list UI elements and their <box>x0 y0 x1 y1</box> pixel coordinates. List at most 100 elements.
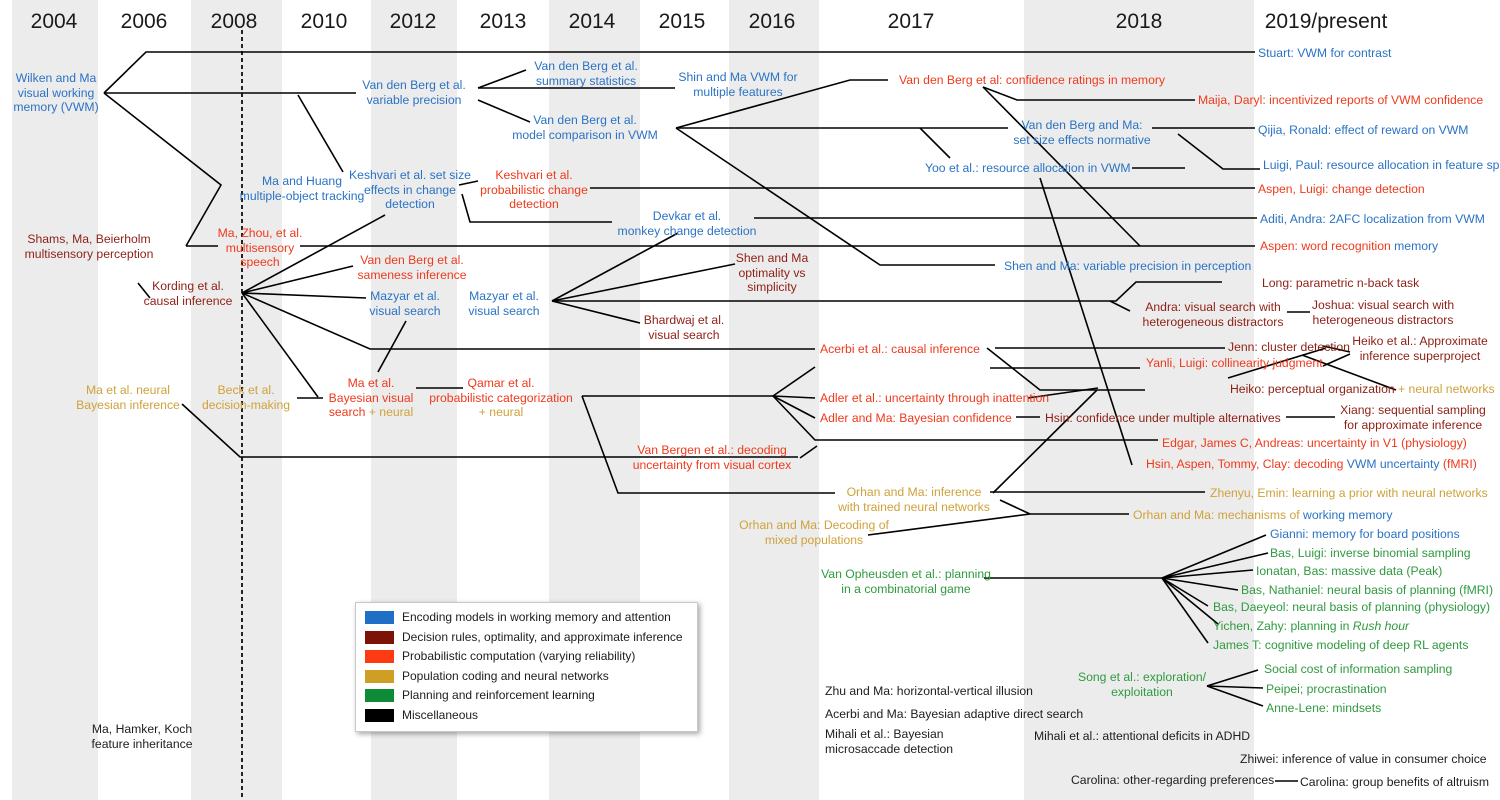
legend-label: Planning and reinforcement learning <box>402 688 595 702</box>
legend-label: Population coding and neural networks <box>402 669 609 683</box>
year-label: 2019/present <box>1264 10 1388 33</box>
node-ma-bayesian-visual-search: Ma et al. Bayesian visual search + neural <box>328 376 414 419</box>
year-label: 2006 <box>120 10 168 33</box>
node-james-t: James T: cognitive modeling of deep RL a… <box>1213 638 1469 652</box>
node-shin-ma-vwm-features: Shin and Ma VWM for multiple features <box>678 70 798 99</box>
node-maija-daryl: Maija, Daryl: incentivized reports of VW… <box>1198 93 1484 107</box>
node-orhan-mechanisms: Orhan and Ma: mechanisms of working memo… <box>1133 508 1393 522</box>
node-vdb-confidence-ratings: Van den Berg et al: confidence ratings i… <box>899 73 1166 87</box>
node-stuart-vwm-contrast: Stuart: VWM for contrast <box>1258 46 1392 60</box>
legend-item: Probabilistic computation (varying relia… <box>365 648 635 664</box>
node-shen-variable-precision: Shen and Ma: variable precision in perce… <box>1004 259 1252 273</box>
legend-item: Miscellaneous <box>365 707 478 723</box>
node-vdb-ma-set-size: Van den Berg and Ma: set size effects nor… <box>1013 118 1151 147</box>
node-joshua-visual-search: Joshua: visual search with heterogeneous … <box>1311 298 1455 327</box>
legend-item: Planning and reinforcement learning <box>365 687 595 703</box>
node-ionatan-bas: Ionatan, Bas: massive data (Peak) <box>1256 564 1443 578</box>
node-yichen-zahy: Yichen, Zahy: planning in Rush hour <box>1213 619 1410 633</box>
node-vdb-sameness: Van den Berg et al. sameness inference <box>357 253 467 282</box>
year-label: 2010 <box>300 10 348 33</box>
year-band-2016 <box>729 0 819 800</box>
year-label: 2008 <box>210 10 258 33</box>
node-peipei: Peipei; procrastination <box>1266 682 1387 696</box>
node-aspen-word-recognition: Aspen: word recognition memory <box>1260 239 1439 253</box>
node-aspen-luigi-change: Aspen, Luigi: change detection <box>1258 182 1425 196</box>
node-carolina-other: Carolina: other-regarding preferences <box>1071 773 1275 787</box>
node-wilken-ma-vwm: Wilken and Ma visual working memory (VWM) <box>13 71 99 114</box>
node-ma-hamker-koch: Ma, Hamker, Koch feature inheritance <box>91 722 193 751</box>
node-van-opheusden-planning: Van Opheusden et al.: planning in a combi… <box>821 567 991 596</box>
node-adler-uncertainty: Adler et al.: uncertainty through inatte… <box>820 391 1049 405</box>
legend-swatch <box>365 688 394 702</box>
year-band-2008 <box>191 0 282 800</box>
node-heiko-perceptual: Heiko: perceptual organization + neural … <box>1230 382 1495 396</box>
node-xiang-sampling: Xiang: sequential sampling for approximat… <box>1340 403 1486 432</box>
node-mihali-microsaccade: Mihali et al.: Bayesian microsaccade dete… <box>825 727 954 756</box>
node-zhenyu-emin: Zhenyu, Emin: learning a prior with neur… <box>1210 486 1488 500</box>
node-keshvari-probabilistic: Keshvari et al. probabilistic change detec… <box>480 168 588 211</box>
node-hsin-confidence: Hsin: confidence under multiple alternat… <box>1045 411 1281 425</box>
node-mazyar-visual-search-1: Mazyar et al. visual search <box>369 289 441 318</box>
legend-label: Decision rules, optimality, and approxim… <box>402 630 683 644</box>
node-bas-daeyeol: Bas, Daeyeol: neural basis of planning (… <box>1213 600 1491 614</box>
node-acerbi-bads: Acerbi and Ma: Bayesian adaptive direct … <box>825 707 1084 721</box>
node-ma-neural-bayesian: Ma et al. neural Bayesian inference <box>76 383 180 412</box>
year-label: 2004 <box>30 10 78 33</box>
year-label: 2017 <box>887 10 935 33</box>
legend: Encoding models in working memory and at… <box>355 602 698 732</box>
year-band-2018 <box>1024 0 1254 800</box>
node-edgar-james-andreas: Edgar, James C, Andreas: uncertainty in … <box>1162 436 1467 450</box>
node-heiko-superproject: Heiko et al.: Approximate inference super… <box>1352 334 1488 363</box>
legend-swatch <box>365 649 394 663</box>
node-vdb-variable-precision: Van den Berg et al. variable precision <box>362 78 466 107</box>
node-anne-lene: Anne-Lene: mindsets <box>1266 701 1382 715</box>
node-orhan-decoding-populations: Orhan and Ma: Decoding of mixed populatio… <box>739 518 889 547</box>
legend-item: Population coding and neural networks <box>365 668 609 684</box>
node-shams-ma-beierholm: Shams, Ma, Beierholm multisensory percept… <box>24 232 154 261</box>
year-label: 2018 <box>1115 10 1163 33</box>
node-mazyar-visual-search-2: Mazyar et al. visual search <box>468 289 540 318</box>
node-qijia-ronald: Qijia, Ronald: effect of reward on VWM <box>1258 123 1469 137</box>
legend-item: Encoding models in working memory and at… <box>365 609 671 625</box>
node-aditi-andra: Aditi, Andra: 2AFC localization from VWM <box>1260 212 1485 226</box>
node-andra-visual-search: Andra: visual search with heterogeneous d… <box>1142 300 1284 329</box>
node-social-cost: Social cost of information sampling <box>1264 662 1453 676</box>
node-hsin-aspen-tommy-clay: Hsin, Aspen, Tommy, Clay: decoding VWM u… <box>1146 457 1477 471</box>
legend-item: Decision rules, optimality, and approxim… <box>365 629 683 645</box>
node-mihali-adhd: Mihali et al.: attentional deficits in A… <box>1034 729 1251 743</box>
legend-swatch <box>365 708 394 722</box>
year-label: 2015 <box>658 10 706 33</box>
node-vdb-model-comparison: Van den Berg et al. model comparison in V… <box>512 113 658 142</box>
node-bas-nathaniel: Bas, Nathaniel: neural basis of planning… <box>1241 583 1494 597</box>
node-adler-ma-confidence: Adler and Ma: Bayesian confidence <box>820 411 1012 425</box>
year-label: 2012 <box>389 10 437 33</box>
node-devkar-monkey: Devkar et al. monkey change detection <box>617 209 757 238</box>
node-yanli-luigi: Yanli, Luigi: collinearity judgment <box>1146 356 1323 370</box>
legend-label: Probabilistic computation (varying relia… <box>402 649 636 663</box>
node-shen-optimality: Shen and Ma optimality vs simplicity <box>735 251 809 294</box>
legend-swatch <box>365 630 394 644</box>
legend-label: Encoding models in working memory and at… <box>402 610 671 624</box>
legend-swatch <box>365 669 394 683</box>
node-ma-huang-tracking: Ma and Huang multiple-object tracking <box>239 174 365 203</box>
year-label: 2014 <box>568 10 616 33</box>
node-ma-zhou-speech: Ma, Zhou, et al. multisensory speech <box>217 226 303 269</box>
node-vdb-summary-statistics: Van den Berg et al. summary statistics <box>534 59 638 88</box>
node-zhiwei: Zhiwei: inference of value in consumer c… <box>1240 752 1487 766</box>
year-label: 2013 <box>479 10 527 33</box>
year-band-2004 <box>12 0 98 800</box>
node-long-nback: Long: parametric n-back task <box>1262 276 1420 290</box>
node-keshvari-set-size: Keshvari et al. set size effects in chang… <box>349 168 471 211</box>
node-beck-decision-making: Beck et al. decision-making <box>201 383 291 412</box>
node-kording-causal: Kording et al. causal inference <box>143 279 233 308</box>
legend-swatch <box>365 610 394 624</box>
node-orhan-inference: Orhan and Ma: inference with trained neur… <box>838 485 990 514</box>
node-qamar-categorization: Qamar et al. probabilistic categorization… <box>429 376 573 419</box>
year-label: 2016 <box>748 10 796 33</box>
node-zhu-ma-illusion: Zhu and Ma: horizontal-vertical illusion <box>825 684 1033 698</box>
node-acerbi-causal: Acerbi et al.: causal inference <box>820 342 980 356</box>
node-bhardwaj-visual-search: Bhardwaj et al. visual search <box>643 313 725 342</box>
node-gianni-board: Gianni: memory for board positions <box>1270 527 1460 541</box>
